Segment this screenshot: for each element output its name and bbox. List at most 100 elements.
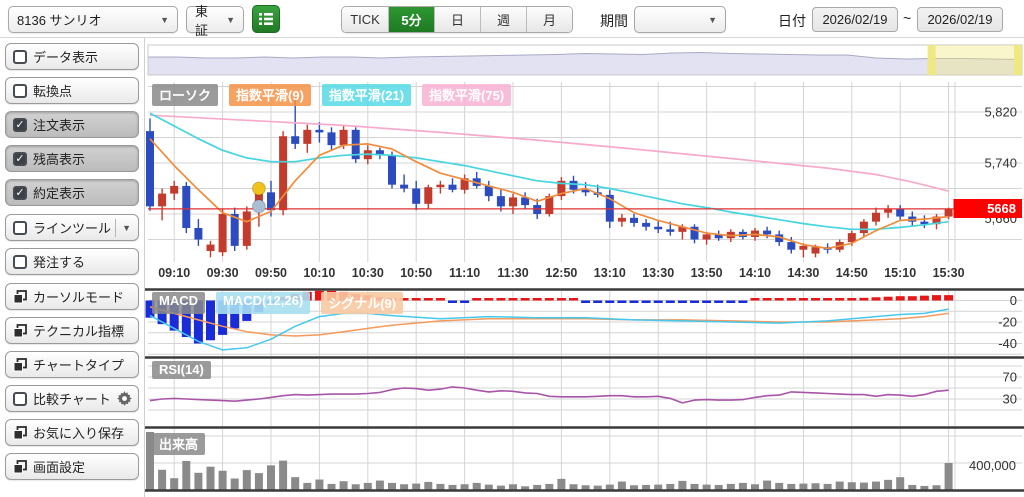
- chart-area: 5,820 5,740 5,660 5668 09:10 09:30 09:50 10:10 1…: [145, 38, 1024, 497]
- svg-text:15:10: 15:10: [884, 266, 916, 280]
- svg-text:14:50: 14:50: [836, 266, 868, 280]
- watchlist-button[interactable]: [252, 5, 280, 33]
- svg-text:09:10: 09:10: [158, 266, 190, 280]
- chevron-down-icon: ▼: [122, 222, 131, 233]
- symbol-select-value: 8136 サンリオ: [17, 13, 102, 28]
- navigator[interactable]: [147, 44, 1023, 76]
- svg-text:5,740: 5,740: [984, 156, 1017, 171]
- svg-text:14:30: 14:30: [787, 266, 819, 280]
- sidebar-item-label: 注文表示: [33, 118, 86, 133]
- sidebar-item-label: 残高表示: [33, 152, 86, 167]
- interval-group: TICK 5分日週月: [341, 6, 573, 33]
- compare-chart-settings[interactable]: [111, 390, 132, 408]
- sidebar-item-order-display[interactable]: ✓ 注文表示: [5, 111, 139, 138]
- sidebar-item-balance-display[interactable]: ✓ 残高表示: [5, 145, 139, 172]
- execution-marker[interactable]: [251, 199, 266, 214]
- svg-text:-40: -40: [998, 336, 1017, 351]
- ema-line: [149, 112, 949, 231]
- svg-text:30: 30: [1003, 392, 1017, 407]
- svg-text:14:10: 14:10: [739, 266, 771, 280]
- sidebar: データ表示転換点 ✓ 注文表示 ✓ 残高表示 ✓ 約定表示ラインツール ▼ 発注するカーソルモー…: [0, 38, 145, 497]
- candlestick-series: [146, 95, 953, 258]
- sidebar-item-label: 画面設定: [33, 460, 86, 475]
- svg-text:5668: 5668: [987, 201, 1016, 216]
- svg-text:13:30: 13:30: [642, 266, 674, 280]
- svg-text:5,820: 5,820: [984, 105, 1017, 120]
- checkbox-checked-icon: ✓: [13, 151, 27, 166]
- interval-button-1[interactable]: 5分: [388, 7, 434, 32]
- sidebar-item-label: データ表示: [33, 50, 99, 65]
- sidebar-item-turning-point[interactable]: 転換点: [5, 77, 139, 104]
- sidebar-item-save-favorite[interactable]: お気に入り保存: [5, 419, 139, 446]
- sidebar-item-label: 発注する: [33, 255, 86, 270]
- order-marker[interactable]: [251, 181, 266, 196]
- svg-text:10:30: 10:30: [352, 266, 384, 280]
- interval-button-0[interactable]: TICK: [342, 7, 388, 32]
- period-select[interactable]: ▼: [634, 6, 726, 33]
- macd-line: [149, 308, 949, 351]
- svg-text:0: 0: [1010, 293, 1017, 308]
- svg-text:15:30: 15:30: [933, 266, 965, 280]
- legend-badge: MACD(12,26): [216, 292, 311, 314]
- sidebar-item-technical-indicator[interactable]: テクニカル指標: [5, 317, 139, 344]
- sidebar-item-execution-display[interactable]: ✓ 約定表示: [5, 179, 139, 206]
- main-chart-legend: ローソク 指数平滑(9) 指数平滑(21) 指数平滑(75): [152, 84, 512, 106]
- checkbox-checked-icon: ✓: [13, 185, 27, 200]
- checkbox-icon: [13, 49, 27, 64]
- sidebar-item-label: 比較チャート: [33, 392, 111, 407]
- date-from-input[interactable]: 2026/02/19: [812, 7, 898, 32]
- volume-bars: [146, 432, 953, 490]
- market-select[interactable]: 東証 ▼: [186, 4, 244, 38]
- period-label: 期間: [600, 13, 628, 29]
- svg-text:11:10: 11:10: [449, 266, 480, 280]
- sidebar-item-label: ラインツール: [33, 221, 112, 236]
- navigator-handle-right[interactable]: [1014, 45, 1022, 75]
- sidebar-item-compare-chart[interactable]: 比較チャート: [5, 385, 139, 412]
- sidebar-item-screen-settings[interactable]: 画面設定: [5, 453, 139, 480]
- line-tool-dropdown[interactable]: ▼: [115, 218, 131, 237]
- legend-badge: 指数平滑(21): [321, 84, 412, 106]
- chevron-down-icon: ▼: [708, 14, 717, 25]
- svg-text:400,000: 400,000: [969, 458, 1016, 473]
- window-icon: [13, 357, 27, 371]
- interval-button-3[interactable]: 週: [480, 7, 526, 32]
- window-icon: [13, 425, 27, 439]
- svg-text:11:30: 11:30: [497, 266, 528, 280]
- sidebar-item-line-tool[interactable]: ラインツール ▼: [5, 214, 139, 241]
- svg-text:10:10: 10:10: [303, 266, 335, 280]
- sidebar-item-chart-type[interactable]: チャートタイプ: [5, 351, 139, 378]
- date-label: 日付: [778, 13, 806, 29]
- legend-badge: 指数平滑(9): [229, 84, 311, 106]
- symbol-select[interactable]: 8136 サンリオ ▼: [8, 6, 178, 33]
- ema-line: [149, 114, 949, 192]
- sidebar-item-label: チャートタイプ: [33, 358, 124, 373]
- sidebar-item-place-order[interactable]: 発注する: [5, 248, 139, 275]
- svg-text:13:10: 13:10: [594, 266, 626, 280]
- checkbox-checked-icon: ✓: [13, 117, 27, 132]
- checkbox-icon: [13, 83, 27, 98]
- interval-button-2[interactable]: 日: [434, 7, 480, 32]
- gear-icon: [116, 391, 132, 406]
- interval-button-4[interactable]: 月: [526, 7, 572, 32]
- date-to-input[interactable]: 2026/02/19: [917, 7, 1003, 32]
- chevron-down-icon: ▼: [160, 14, 169, 25]
- checkbox-icon: [13, 391, 27, 406]
- sidebar-item-cursor-mode[interactable]: カーソルモード: [5, 283, 139, 310]
- toolbar: 8136 サンリオ ▼ 東証 ▼ TICK 5分日週月 期間 ▼ 日付 2026/…: [0, 0, 1024, 38]
- legend-badge: シグナル(9): [321, 292, 404, 314]
- navigator-handle-left[interactable]: [927, 45, 936, 75]
- market-select-value: 東証: [195, 3, 209, 38]
- macd-legend: MACD MACD(12,26) シグナル(9): [152, 292, 404, 314]
- sidebar-item-label: お気に入り保存: [33, 426, 125, 441]
- checkbox-icon: [13, 254, 27, 269]
- date-range-separator: ~: [903, 10, 912, 26]
- list-icon: [259, 13, 273, 25]
- navigator-selection[interactable]: [927, 45, 1022, 75]
- volume-legend: 出来高: [152, 433, 206, 455]
- ema-line: [149, 138, 949, 250]
- sidebar-item-data-display[interactable]: データ表示: [5, 43, 139, 70]
- svg-text:-20: -20: [998, 315, 1017, 330]
- svg-text:70: 70: [1003, 370, 1017, 385]
- current-price-badge: [953, 199, 1022, 218]
